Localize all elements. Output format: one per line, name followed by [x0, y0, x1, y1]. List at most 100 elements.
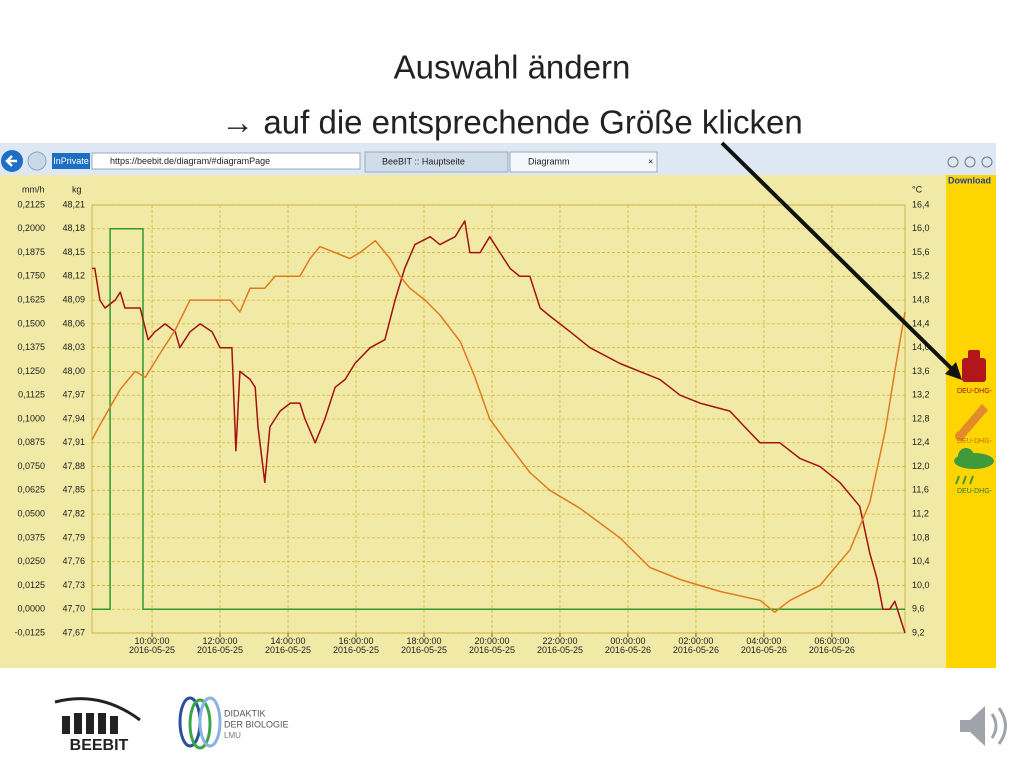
favorites-icon[interactable]	[964, 156, 976, 168]
x-tick-label-line: 2016-05-26	[605, 645, 651, 655]
x-tick-label: 14:00:00 2016-05-25	[265, 636, 311, 655]
logo-text: BEEBIT	[70, 737, 129, 754]
didaktik-logo: DIDAKTIK DER BIOLOGIE LMU	[178, 696, 289, 750]
logo-shape	[98, 713, 106, 734]
icon-shape	[962, 358, 986, 382]
y-tick-label: 9,6	[912, 604, 925, 614]
address-bar[interactable]	[91, 152, 361, 170]
y-tick-label: 14,8	[912, 294, 930, 304]
beebit-logo: BEEBIT	[54, 697, 141, 754]
logo-shape	[110, 716, 118, 734]
forward-button[interactable]	[27, 151, 47, 171]
x-tick-label-line: 10:00:00	[135, 636, 170, 646]
weight-icon[interactable]	[962, 350, 986, 382]
y-tick-label: 0,1250	[17, 366, 45, 376]
tab-active[interactable]	[509, 151, 658, 173]
y-tick-label: 10,8	[912, 532, 930, 542]
y-tick-label: 11,2	[912, 508, 929, 518]
x-tick-label-line: 2016-05-25	[265, 645, 311, 655]
y-tick-label: 0,1000	[17, 413, 45, 423]
y-tick-label: 47,82	[62, 508, 85, 518]
y-tick-label: 47,76	[62, 556, 85, 566]
y-tick-label: 47,70	[62, 604, 85, 614]
x-tick-label-line: 2016-05-25	[401, 645, 447, 655]
icon-shape	[958, 448, 974, 464]
tab-title: Diagramm	[528, 156, 570, 166]
settings-icon[interactable]	[981, 156, 993, 168]
download-link[interactable]: Download	[948, 175, 991, 185]
x-tick-label: 12:00:00 2016-05-25	[197, 636, 243, 655]
y-tick-label: 0,1125	[18, 390, 45, 400]
logo-shape	[198, 696, 222, 748]
speaker-icon[interactable]	[960, 706, 1007, 746]
y-tick-label: 0,0250	[17, 556, 45, 566]
y-tick-label: 15,6	[912, 247, 930, 257]
y-tick-label: 0,0500	[17, 508, 45, 518]
y-tick-label: 47,97	[62, 390, 85, 400]
annotation-arrowhead	[945, 362, 962, 380]
y-tick-label: 47,91	[62, 437, 85, 447]
tab-title: BeeBIT :: Hauptseite	[382, 156, 465, 166]
y-tick-label: 48,00	[62, 366, 85, 376]
x-tick-label-line: 2016-05-25	[197, 645, 243, 655]
axis-title: mm/h	[22, 184, 45, 194]
logo-text: LMU	[224, 731, 241, 740]
y-tick-label: 0,1500	[17, 318, 45, 328]
x-tick-label: 04:00:00 2016-05-26	[741, 636, 787, 655]
x-tick-label: 10:00:00 2016-05-25	[129, 636, 175, 655]
x-tick-label: 20:00:00 2016-05-25	[469, 636, 515, 655]
x-tick-label: 16:00:00 2016-05-25	[333, 636, 379, 655]
x-tick-label-line: 18:00:00	[406, 636, 441, 646]
x-tick-label-line: 2016-05-26	[673, 645, 719, 655]
y-tick-label: 0,0125	[17, 580, 45, 590]
x-tick-label-line: 14:00:00	[271, 636, 306, 646]
icon-shape	[960, 706, 985, 746]
y-tick-label: 47,94	[62, 413, 85, 423]
y-tick-label: 47,67	[62, 627, 85, 637]
logo-text: DER BIOLOGIE	[224, 719, 289, 729]
inprivate-badge	[52, 153, 90, 169]
y-tick-label: 0,2125	[17, 199, 45, 209]
y-tick-label: 16,4	[912, 199, 930, 209]
y-tick-label: 13,2	[912, 390, 930, 400]
y-tick-label: 0,0375	[17, 532, 45, 542]
x-tick-label-line: 2016-05-25	[129, 645, 175, 655]
slide-title: → auf die entsprechende Größe klicken	[221, 104, 802, 141]
x-tick-label-line: 22:00:00	[542, 636, 577, 646]
sensor-label: DEU-DHG-	[957, 388, 993, 395]
home-icon[interactable]	[947, 156, 959, 168]
x-tick-label-line: 16:00:00	[338, 636, 373, 646]
y-tick-label: 47,73	[62, 580, 85, 590]
y-tick-label: 48,03	[62, 342, 85, 352]
y-tick-label: 10,0	[912, 580, 930, 590]
inprivate-label: InPrivate	[53, 156, 89, 166]
x-tick-label: 22:00:00 2016-05-25	[537, 636, 583, 655]
x-tick-label: 02:00:00 2016-05-26	[673, 636, 719, 655]
x-tick-label-line: 00:00:00	[610, 636, 645, 646]
x-tick-label-line: 06:00:00	[814, 636, 849, 646]
tab-close[interactable]: ×	[648, 156, 653, 166]
y-tick-label: 47,79	[62, 532, 85, 542]
y-tick-label: 0,0750	[17, 461, 45, 471]
y-tick-label: 48,21	[62, 199, 85, 209]
slide-title: Auswahl ändern	[394, 49, 631, 86]
x-tick-label-line: 2016-05-25	[333, 645, 379, 655]
icon-shape	[955, 431, 965, 441]
x-tick-label-line: 20:00:00	[474, 636, 509, 646]
temperature-icon[interactable]	[955, 404, 988, 441]
y-tick-label: -0,0125	[14, 627, 45, 637]
y-tick-label: 0,0875	[17, 437, 45, 447]
logo-shape	[74, 713, 82, 734]
series-line	[92, 228, 905, 610]
icon-shape	[968, 350, 980, 360]
tab[interactable]	[364, 151, 509, 173]
rain-icon[interactable]	[954, 448, 994, 485]
y-tick-label: 0,1375	[17, 342, 45, 352]
x-tick-label-line: 2016-05-25	[537, 645, 583, 655]
sensor-label: DEU-DHG-	[957, 488, 993, 495]
x-tick-label-line: 2016-05-26	[809, 645, 855, 655]
y-tick-label: 48,18	[62, 223, 85, 233]
back-icon	[5, 155, 17, 167]
plot-frame	[91, 204, 906, 634]
y-tick-label: 10,4	[912, 556, 930, 566]
